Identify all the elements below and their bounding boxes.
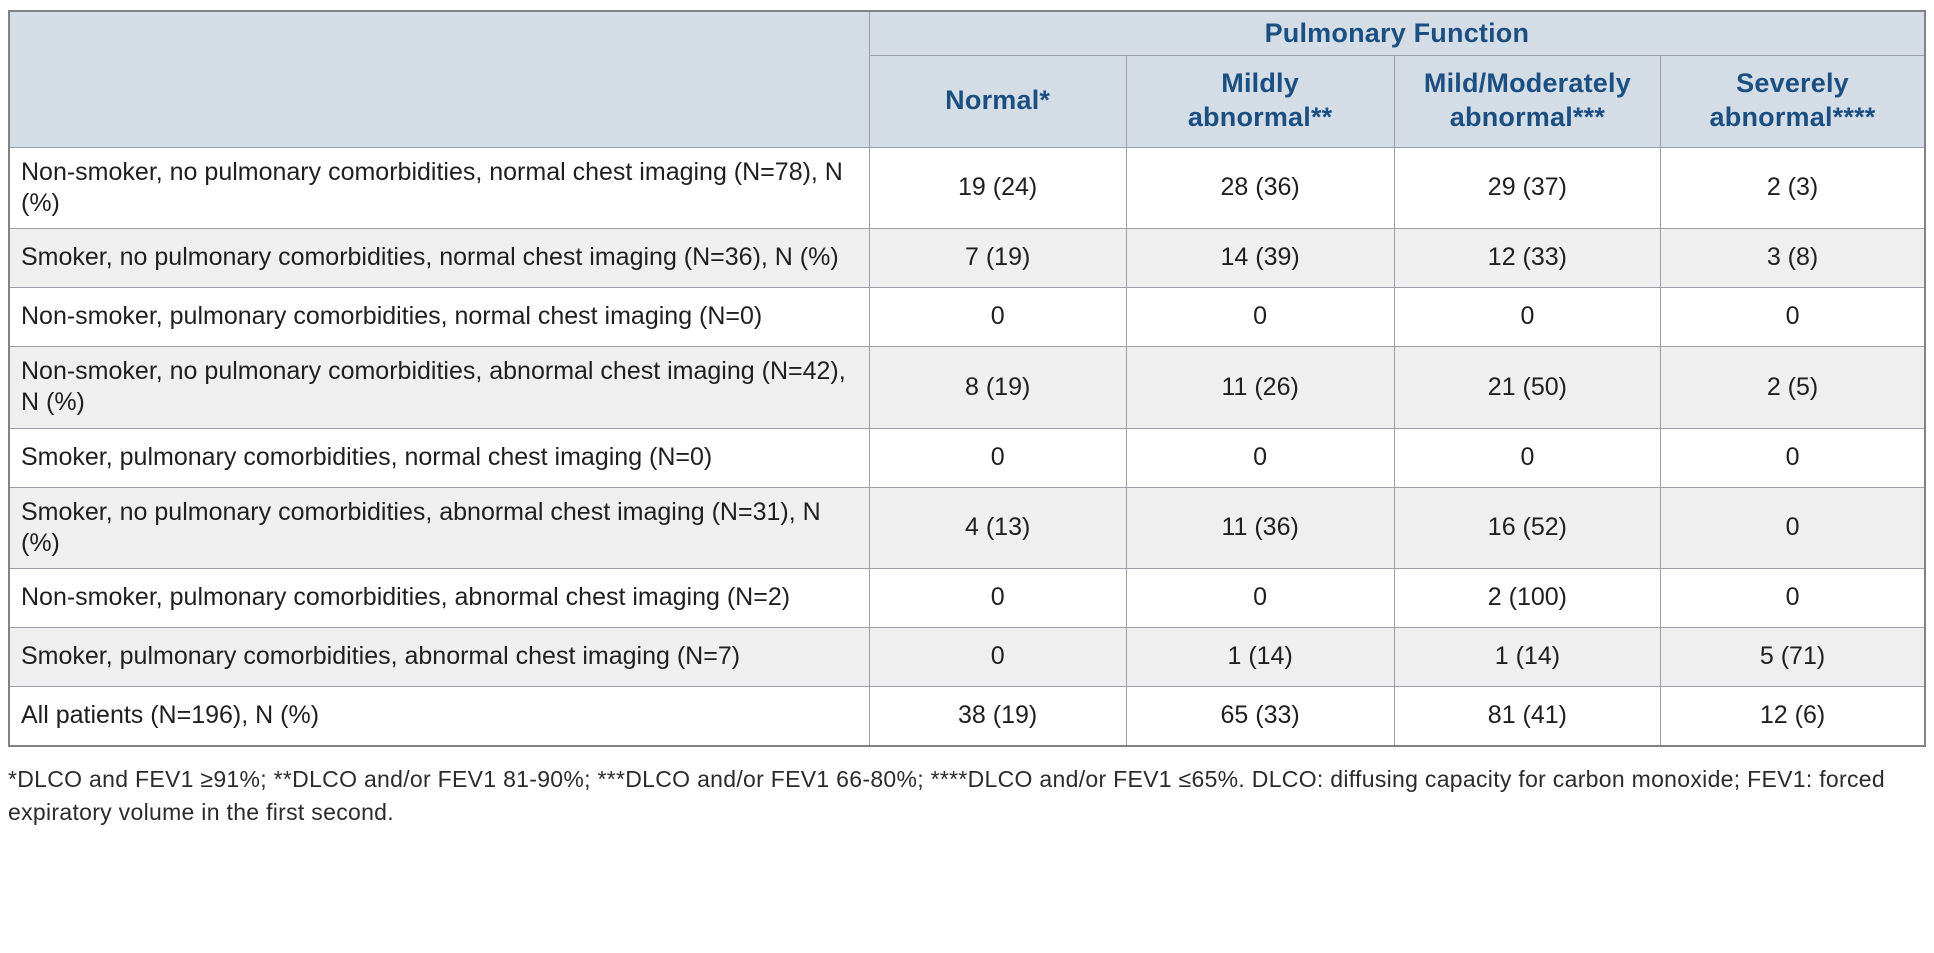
value-cell: 81 (41) xyxy=(1393,686,1662,746)
column-header-row: Normal* Mildly abnormal** Mild/Moderatel… xyxy=(9,54,1926,148)
value-cell: 65 (33) xyxy=(1125,686,1395,746)
pulmonary-function-group-header: Pulmonary Function xyxy=(868,10,1926,56)
value-cell: 0 xyxy=(868,627,1127,687)
value-cell: 14 (39) xyxy=(1125,228,1395,288)
value-cell: 8 (19) xyxy=(868,346,1127,429)
value-cell: 0 xyxy=(868,287,1127,347)
value-cell: 0 xyxy=(1660,568,1926,628)
footnote-text: *DLCO and FEV1 ≥91%; **DLCO and/or FEV1 … xyxy=(8,765,1885,825)
value-cell: 0 xyxy=(868,568,1127,628)
value-cell: 2 (5) xyxy=(1660,346,1926,429)
row-label: Non-smoker, pulmonary comorbidities, nor… xyxy=(8,287,870,347)
pulmonary-function-table: Pulmonary Function Normal* Mildly abnorm… xyxy=(8,10,1926,747)
row-label: Smoker, pulmonary comorbidities, abnorma… xyxy=(8,627,870,687)
column-header-mild-moderately-abnormal: Mild/Moderately abnormal*** xyxy=(1393,54,1662,148)
row-label: Smoker, no pulmonary comorbidities, abno… xyxy=(8,486,870,569)
row-label: Smoker, pulmonary comorbidities, normal … xyxy=(8,427,870,488)
value-cell: 1 (14) xyxy=(1125,627,1395,687)
value-cell: 0 xyxy=(1660,427,1926,488)
table-row: Non-smoker, no pulmonary comorbidities, … xyxy=(8,146,1926,229)
value-cell: 7 (19) xyxy=(868,228,1127,288)
value-cell: 16 (52) xyxy=(1393,486,1662,569)
value-cell: 19 (24) xyxy=(868,146,1127,229)
table-row: Smoker, pulmonary comorbidities, abnorma… xyxy=(8,627,1926,687)
corner-cell xyxy=(8,10,870,148)
value-cell: 12 (33) xyxy=(1393,228,1662,288)
value-cell: 0 xyxy=(1660,287,1926,347)
value-cell: 5 (71) xyxy=(1660,627,1926,687)
row-label: Non-smoker, no pulmonary comorbidities, … xyxy=(8,146,870,229)
value-cell: 0 xyxy=(1393,287,1662,347)
column-header-mildly-abnormal: Mildly abnormal** xyxy=(1125,54,1395,148)
table-row: Non-smoker, pulmonary comorbidities, abn… xyxy=(8,568,1926,628)
value-cell: 0 xyxy=(868,427,1127,488)
table-row: Smoker, no pulmonary comorbidities, norm… xyxy=(8,228,1926,288)
value-cell: 4 (13) xyxy=(868,486,1127,569)
table-row: Smoker, no pulmonary comorbidities, abno… xyxy=(8,486,1926,569)
value-cell: 28 (36) xyxy=(1125,146,1395,229)
table-row: All patients (N=196), N (%) 38 (19) 65 (… xyxy=(8,686,1926,746)
table-row: Non-smoker, no pulmonary comorbidities, … xyxy=(8,346,1926,429)
value-cell: 0 xyxy=(1125,568,1395,628)
table-row: Smoker, pulmonary comorbidities, normal … xyxy=(8,427,1926,488)
value-cell: 0 xyxy=(1125,287,1395,347)
column-header-severely-abnormal: Severely abnormal**** xyxy=(1660,54,1926,148)
value-cell: 11 (26) xyxy=(1125,346,1395,429)
value-cell: 2 (100) xyxy=(1393,568,1662,628)
value-cell: 21 (50) xyxy=(1393,346,1662,429)
table-row: Non-smoker, pulmonary comorbidities, nor… xyxy=(8,287,1926,347)
value-cell: 29 (37) xyxy=(1393,146,1662,229)
column-header-normal: Normal* xyxy=(868,54,1127,148)
value-cell: 0 xyxy=(1660,486,1926,569)
value-cell: 2 (3) xyxy=(1660,146,1926,229)
row-label: All patients (N=196), N (%) xyxy=(8,686,870,746)
row-label: Non-smoker, no pulmonary comorbidities, … xyxy=(8,346,870,429)
value-cell: 38 (19) xyxy=(868,686,1127,746)
value-cell: 12 (6) xyxy=(1660,686,1926,746)
value-cell: 1 (14) xyxy=(1393,627,1662,687)
value-cell: 0 xyxy=(1393,427,1662,488)
value-cell: 11 (36) xyxy=(1125,486,1395,569)
row-label: Non-smoker, pulmonary comorbidities, abn… xyxy=(8,568,870,628)
value-cell: 3 (8) xyxy=(1660,228,1926,288)
group-header-row: Pulmonary Function xyxy=(8,10,1926,148)
row-label: Smoker, no pulmonary comorbidities, norm… xyxy=(8,228,870,288)
value-cell: 0 xyxy=(1125,427,1395,488)
